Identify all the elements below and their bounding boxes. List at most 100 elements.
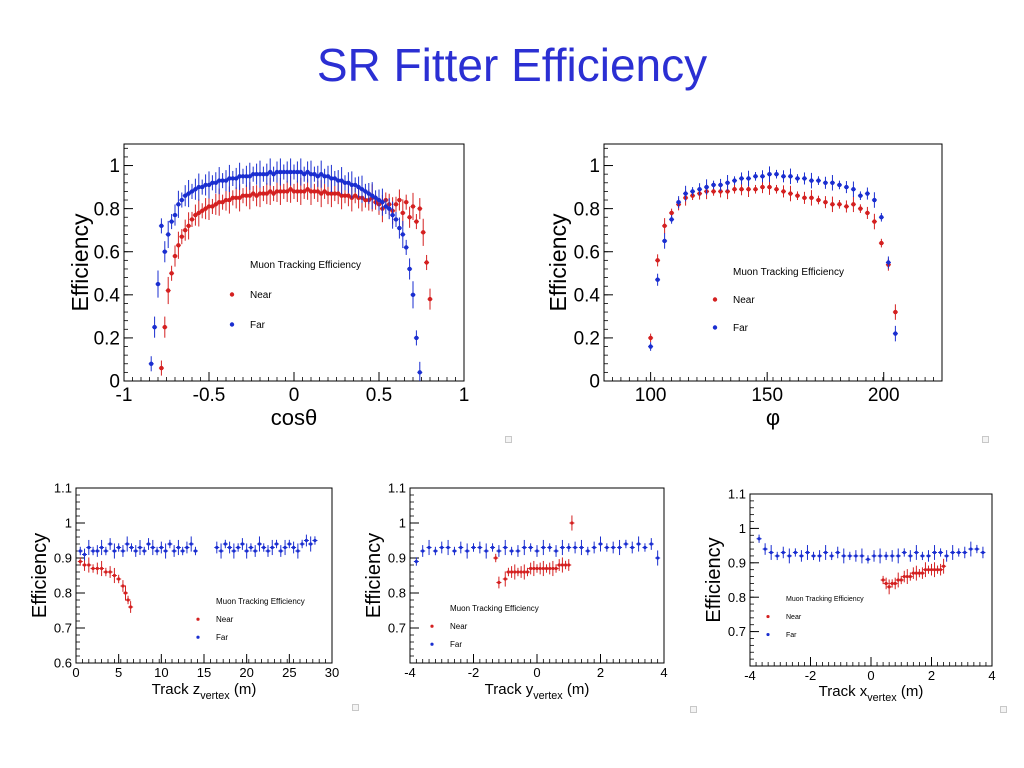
- data-point: [370, 193, 375, 198]
- data-point: [308, 189, 314, 194]
- data-point: [858, 206, 863, 211]
- data-point: [951, 550, 955, 555]
- data-point: [739, 176, 744, 181]
- data-point: [159, 365, 164, 371]
- data-point: [676, 199, 681, 205]
- data-point: [541, 545, 545, 550]
- data-point: [228, 545, 232, 550]
- x-tick-label: 0: [533, 665, 540, 680]
- data-point: [112, 549, 116, 553]
- plot-frame: [123, 143, 465, 382]
- data-point: [490, 545, 495, 550]
- data-point: [649, 542, 653, 546]
- data-point: [281, 169, 286, 175]
- data-point: [926, 568, 931, 572]
- data-point: [325, 191, 331, 196]
- data-point: [319, 171, 324, 177]
- data-point: [478, 545, 482, 550]
- data-point: [193, 549, 198, 553]
- data-point: [104, 549, 108, 553]
- data-point: [774, 187, 779, 192]
- data-point: [387, 206, 392, 211]
- data-point: [264, 171, 269, 177]
- data-point: [781, 550, 785, 555]
- y-tick-label: 0.2: [94, 329, 120, 350]
- y-tick-label: 0.7: [728, 624, 746, 639]
- data-point: [725, 189, 730, 194]
- data-point: [914, 571, 918, 575]
- data-point: [802, 195, 807, 201]
- data-point: [210, 204, 215, 209]
- data-point: [353, 193, 358, 198]
- data-point: [285, 189, 290, 194]
- data-point: [809, 178, 814, 183]
- y-tick-label: 0.7: [54, 621, 72, 636]
- data-point: [230, 176, 235, 181]
- legend-marker: [430, 624, 434, 628]
- data-point: [363, 189, 368, 194]
- data-point: [189, 189, 195, 194]
- data-point: [305, 187, 310, 192]
- data-point: [397, 197, 402, 203]
- data-point: [189, 217, 195, 222]
- data-point: [655, 277, 660, 282]
- data-point: [254, 193, 259, 198]
- data-point: [656, 556, 660, 560]
- legend-title: Muon Tracking Efficiency: [733, 267, 844, 278]
- data-point: [905, 574, 909, 579]
- data-point: [268, 189, 273, 194]
- data-point: [264, 191, 269, 196]
- legend-title: Muon Tracking Efficiency: [786, 596, 864, 603]
- data-point: [353, 182, 358, 188]
- data-point: [349, 182, 354, 188]
- data-point: [637, 542, 641, 546]
- data-point: [541, 566, 545, 571]
- data-point: [816, 197, 821, 203]
- data-point: [942, 564, 946, 568]
- data-point: [393, 202, 399, 207]
- data-point: [117, 545, 121, 550]
- data-point: [879, 240, 884, 246]
- legend-marker: [766, 614, 770, 619]
- data-point: [315, 174, 320, 179]
- x-tick-label: 30: [325, 665, 339, 680]
- data-point: [215, 545, 219, 550]
- data-point: [240, 193, 246, 198]
- data-point: [769, 550, 773, 555]
- data-point: [923, 568, 928, 572]
- data-point: [881, 578, 885, 582]
- x-tick-label: 25: [282, 665, 296, 680]
- data-point: [373, 195, 378, 201]
- data-point: [732, 178, 737, 183]
- data-point: [494, 556, 498, 560]
- y-axis-title: Efficiency: [545, 213, 571, 312]
- data-point: [220, 199, 225, 205]
- data-point: [376, 197, 382, 203]
- data-point: [159, 545, 163, 550]
- data-point: [836, 550, 840, 555]
- data-point: [151, 545, 155, 550]
- y-tick-label: 0.9: [54, 551, 72, 566]
- data-point: [908, 574, 912, 579]
- x-tick-label: -0.5: [193, 385, 226, 406]
- data-point: [166, 288, 171, 293]
- data-point: [851, 202, 856, 207]
- data-point: [872, 197, 877, 203]
- data-point: [760, 184, 765, 190]
- data-point: [538, 566, 542, 571]
- data-point: [329, 191, 334, 196]
- data-point: [359, 187, 365, 192]
- data-point: [816, 178, 821, 183]
- data-point: [648, 335, 653, 341]
- data-point: [329, 176, 334, 181]
- x-tick-label: -1: [116, 385, 133, 406]
- data-point: [718, 182, 723, 188]
- data-point: [830, 554, 834, 558]
- slide-title: SR Fitter Efficiency: [316, 39, 708, 91]
- data-point: [920, 571, 925, 575]
- x-tick-label: 2: [597, 665, 604, 680]
- data-point: [932, 550, 937, 555]
- data-point: [421, 549, 425, 553]
- data-point: [247, 193, 252, 198]
- data-point: [465, 549, 469, 553]
